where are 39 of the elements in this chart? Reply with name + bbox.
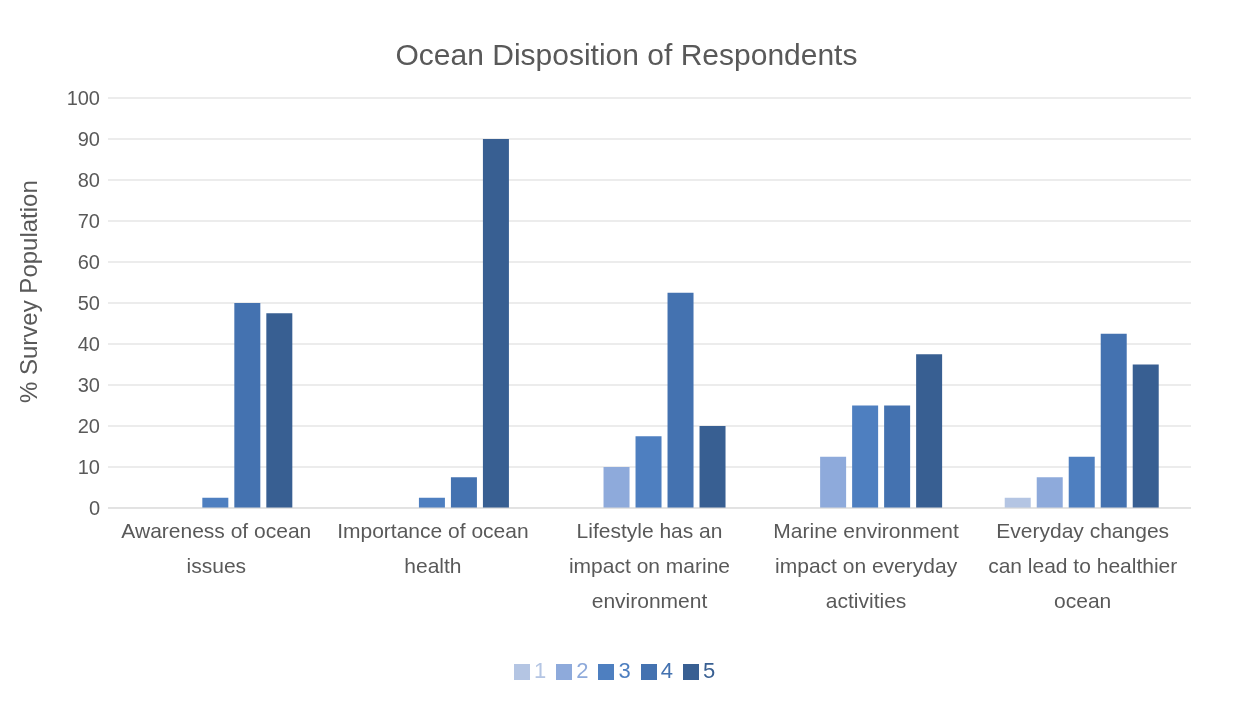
bar: [852, 405, 879, 508]
bar: [635, 436, 662, 508]
legend-label: 4: [660, 658, 673, 683]
bar: [1068, 456, 1095, 508]
y-tick-label: 20: [77, 415, 100, 438]
bar: [916, 354, 943, 508]
x-tick-label: Awareness of ocean issues: [121, 519, 312, 577]
bar: [884, 405, 911, 508]
y-tick-label: 70: [77, 210, 100, 233]
bar: [699, 426, 726, 508]
x-tick-label: Lifestyle has an impact on marine environment: [568, 519, 731, 612]
legend-label: 1: [533, 658, 547, 683]
bar: [266, 313, 293, 508]
legend-label: 2: [576, 658, 589, 683]
x-tick-label: Everyday changes can lead to healthier ocean: [988, 519, 1178, 612]
bar: [1100, 333, 1127, 508]
bar: [1132, 364, 1159, 508]
bar: [820, 456, 847, 508]
bar: [667, 292, 694, 508]
y-tick-label: 90: [77, 128, 100, 151]
bar: [450, 477, 477, 508]
bar: [482, 139, 509, 508]
y-tick-label: 40: [77, 333, 100, 356]
y-tick-label: 80: [77, 169, 100, 192]
chart-title: Ocean Disposition of Respondents: [394, 37, 859, 73]
y-tick-label: 100: [66, 87, 100, 110]
bar: [234, 303, 261, 508]
legend-label: 5: [702, 658, 716, 683]
y-tick-label: 30: [77, 374, 100, 397]
x-tick-label: Marine environment impact on everyday activities: [773, 519, 960, 612]
y-tick-label: 60: [77, 251, 100, 274]
y-tick-label: 10: [77, 456, 100, 479]
bar: [1036, 477, 1063, 508]
y-tick-label: 0: [88, 497, 100, 520]
y-axis-title: % Survey Population: [14, 180, 42, 403]
x-tick-label: Importance of ocean health: [337, 519, 529, 577]
bar: [603, 467, 630, 508]
y-tick-label: 50: [77, 292, 100, 315]
legend-label: 3: [618, 658, 631, 683]
